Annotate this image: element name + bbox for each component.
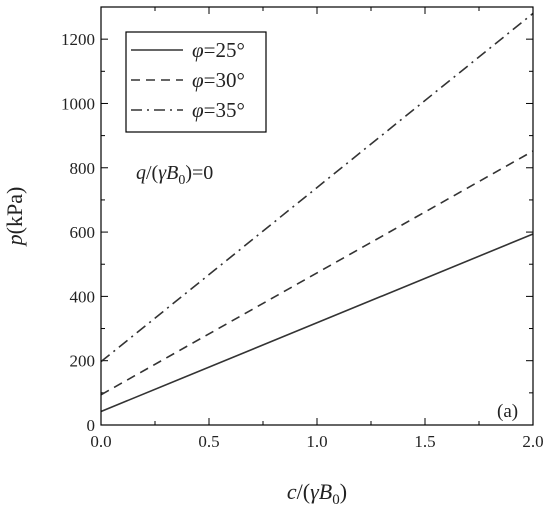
annotation: q/(γB0)=0 bbox=[136, 162, 213, 188]
x-label-open: /( bbox=[297, 479, 310, 504]
annotation-close: )=0 bbox=[185, 162, 213, 184]
y-tick-label: 1000 bbox=[61, 94, 95, 113]
y-tick-label: 0 bbox=[87, 416, 96, 435]
annotation-open: /( bbox=[146, 162, 159, 184]
legend-items: φ=25°φ=30°φ=35° bbox=[131, 38, 245, 122]
y-axis-label: p(kPa) bbox=[2, 187, 27, 248]
legend-value: =35° bbox=[204, 98, 245, 122]
plot-frame bbox=[100, 6, 534, 426]
y-tick-label: 600 bbox=[70, 223, 96, 242]
series-lines bbox=[100, 12, 534, 413]
x-label-var-c: c bbox=[287, 479, 297, 504]
annotation-var-q: q bbox=[136, 162, 146, 184]
y-tick-label: 800 bbox=[70, 159, 96, 178]
x-tick-label: 1.0 bbox=[306, 432, 327, 451]
legend-value: =25° bbox=[204, 38, 245, 62]
legend-phi: φ bbox=[192, 98, 204, 122]
x-tick-label: 1.5 bbox=[414, 432, 435, 451]
x-tick-label: 2.0 bbox=[522, 432, 543, 451]
x-tick-label: 0.5 bbox=[198, 432, 219, 451]
legend-label-2: φ=30° bbox=[192, 68, 245, 92]
tick-labels: 0.0 0.5 1.0 1.5 2.0 0 200 400 600 800 1000 1200 bbox=[61, 30, 544, 451]
x-tick-label: 0.0 bbox=[90, 432, 111, 451]
annotation-gamma: γ bbox=[158, 162, 167, 184]
legend-phi: φ bbox=[192, 68, 204, 92]
y-tick-label: 400 bbox=[70, 287, 96, 306]
annotation-var-b: B bbox=[166, 162, 178, 184]
x-label-sub: 0 bbox=[332, 492, 340, 508]
x-label-close: ) bbox=[340, 479, 347, 504]
panel-label: (a) bbox=[497, 401, 518, 422]
y-tick-label: 1200 bbox=[61, 30, 95, 49]
x-label-gamma: γ bbox=[310, 479, 320, 504]
series-line-1 bbox=[100, 233, 534, 413]
x-axis-label: c/(γB0) bbox=[287, 479, 347, 508]
legend: φ=25°φ=30°φ=35° bbox=[125, 31, 267, 133]
annotation-sub: 0 bbox=[178, 173, 185, 188]
legend-phi: φ bbox=[192, 38, 204, 62]
y-tick-label: 200 bbox=[70, 352, 96, 371]
minor-ticks bbox=[101, 7, 533, 425]
y-label-unit: (kPa) bbox=[2, 187, 27, 235]
series-line-2 bbox=[100, 150, 534, 396]
legend-label-3: φ=35° bbox=[192, 98, 245, 122]
y-label-var-p: p bbox=[2, 234, 27, 247]
legend-box bbox=[125, 31, 267, 133]
legend-label-1: φ=25° bbox=[192, 38, 245, 62]
series-line-3 bbox=[100, 12, 534, 363]
legend-value: =30° bbox=[204, 68, 245, 92]
x-label-var-b: B bbox=[319, 479, 332, 504]
